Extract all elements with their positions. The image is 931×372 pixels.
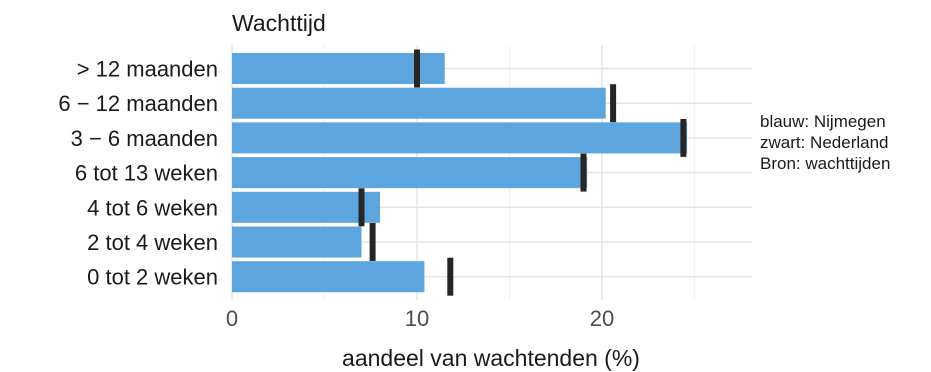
category-label: > 12 maanden	[77, 57, 218, 82]
tick-nederland	[358, 188, 365, 227]
bar-nijmegen	[232, 191, 380, 223]
category-label: 0 tot 2 weken	[87, 265, 218, 290]
tick-nederland	[447, 257, 454, 296]
tick-nederland	[414, 49, 420, 88]
chart-title: Wachttijd	[232, 10, 326, 36]
note-blue: blauw: Nijmegen	[760, 112, 886, 131]
category-label: 2 tot 4 weken	[87, 230, 218, 255]
bar-nijmegen	[232, 122, 688, 154]
category-label: 3 − 6 maanden	[71, 126, 218, 151]
category-labels: > 12 maanden 6 − 12 maanden 3 − 6 maanden 6…	[58, 57, 218, 290]
category-label: 4 tot 6 weken	[87, 195, 218, 220]
bar-nijmegen	[232, 226, 362, 258]
x-tick-label: 20	[590, 306, 614, 331]
x-tick-labels: 0 10 20	[226, 306, 614, 331]
x-tick-label: 10	[405, 306, 429, 331]
x-tick-label: 0	[226, 306, 238, 331]
note-black: zwart: Nederland	[760, 133, 889, 152]
national-ticks	[358, 49, 687, 296]
category-label: 6 tot 13 weken	[75, 161, 218, 186]
bar-nijmegen	[232, 157, 588, 189]
bar-nijmegen	[232, 261, 425, 293]
tick-nederland	[680, 118, 687, 157]
bar-nijmegen	[232, 87, 606, 119]
bar-nijmegen	[232, 53, 445, 84]
tick-nederland	[610, 84, 617, 123]
bars	[232, 53, 688, 293]
tick-nederland	[369, 223, 376, 261]
x-axis-title: aandeel van wachtenden (%)	[342, 345, 640, 371]
category-label: 6 − 12 maanden	[58, 91, 218, 116]
tick-nederland	[580, 153, 587, 192]
note-source: Bron: wachttijden	[760, 154, 891, 173]
